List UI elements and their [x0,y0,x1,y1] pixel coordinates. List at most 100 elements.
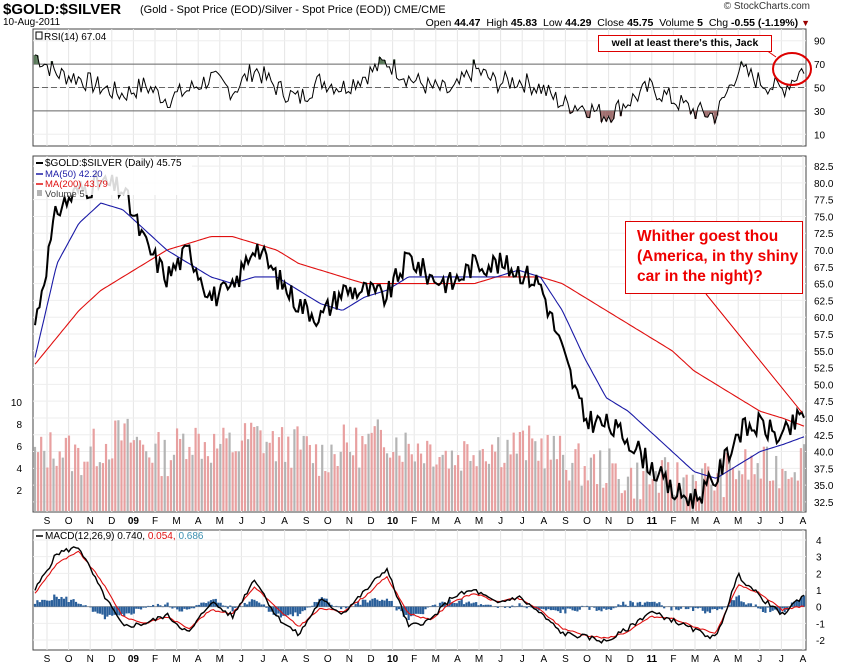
volume-bar [762,446,765,511]
price-x-tick-label: D [108,516,115,527]
volume-bar [111,458,114,511]
volume-bar [234,451,237,511]
volume-bar [129,442,132,511]
macd-legend: MACD(12,26,9) 0.740, 0.054, 0.686 [45,531,204,542]
macd-x-tick-label: D [367,654,374,665]
volume-bar [568,480,571,511]
volume-bar [741,474,744,511]
price-x-tick-label: F [411,516,417,527]
price-y-tick: 32.5 [814,498,834,509]
volume-bar [74,444,77,511]
volume-bar [145,451,148,511]
volume-bar [228,432,231,511]
volume-legend-swatch [37,190,42,196]
price-x-tick-label: M [172,516,180,527]
price-legend: $GOLD:$SILVER (Daily) 45.75 [45,158,182,169]
macd-x-tick-label: D [108,654,115,665]
volume-bar [330,444,333,511]
volume-bar [299,449,302,511]
open-label: Open [425,17,452,29]
volume-bar [639,499,642,511]
volume-bar [385,453,389,511]
volume-bar [182,433,185,511]
volume-bar [175,428,179,511]
ma200-line [34,236,805,427]
macd-x-tick-label: M [734,654,742,665]
volume-bar [629,467,633,511]
volume-bar [707,466,710,511]
volume-bar [77,447,80,511]
histogram-legend-value: 0.686 [178,531,203,542]
macd-y-tick: 3 [816,553,822,564]
macd-x-tick-label: N [87,654,94,665]
ma200-legend: MA(200) 43.79 [45,179,108,190]
price-x-tick-label: O [583,516,591,527]
price-x-tick-label: J [239,516,244,527]
volume-bar [500,467,503,511]
price-y-tick: 37.5 [814,464,834,475]
volume-bar [617,479,620,511]
volume-bar [710,484,713,511]
macd-x-tick-label: 11 [647,654,658,665]
volume-bar [120,440,123,511]
volume-bar [663,457,667,511]
volume-bar [651,478,654,511]
macd-y-tick: 1 [816,586,822,597]
volume-bar [700,468,704,511]
volume-bar [728,458,731,511]
volume-bar [679,488,682,511]
price-y-tick: 52.5 [814,364,834,375]
volume-bar [509,454,512,511]
volume-bar [419,453,423,511]
price-x-tick-label: 11 [647,516,658,527]
rsi-y-tick: 30 [814,107,826,118]
macd-line [34,546,805,644]
low-label: Low [542,17,563,29]
volume-bar [194,427,197,511]
macd-x-tick-label: N [346,654,353,665]
volume-bar [398,455,401,511]
volume-bar [290,467,293,511]
volume-bar [240,440,244,511]
volume-bar [154,443,157,511]
price-x-tick-label: 09 [128,516,140,527]
volume-bar [231,452,234,511]
volume-bar [352,455,355,511]
volume-bar [151,462,154,511]
price-annotation-line1: Whither goest thou [637,228,779,245]
price-x-tick-label: 10 [387,516,399,527]
volume-bar [58,451,61,511]
volume-bar [80,475,83,511]
macd-x-tick-label: O [583,654,591,665]
volume-y-tick: 10 [11,398,23,409]
price-y-tick: 72.5 [814,229,834,240]
volume-bar [132,440,135,511]
macd-x-tick-label: J [498,654,503,665]
macd-x-tick-label: A [195,654,202,665]
low-value: 44.29 [565,17,592,29]
volume-bar [200,458,203,511]
volume-bar [734,479,738,511]
price-annotation-line3: car in the night)? [637,268,763,285]
price-panel: 32.5 35.0 37.5 40.0 42.5 45.0 47.5 50.0 52.5 55.0… [11,155,834,527]
macd-x-tick-label: A [454,654,461,665]
volume-bar [423,463,426,511]
volume-bar [756,463,759,511]
volume-bar [43,450,46,511]
macd-x-tick-label: F [152,654,158,665]
volume-bar [524,460,528,511]
close-value: 45.75 [627,17,654,29]
price-y-tick: 70.0 [814,246,834,257]
volume-bar [138,440,142,511]
rsi-highlight-circle [772,52,812,86]
volume-bar [490,444,494,511]
volume-bar [583,466,586,511]
volume-y-tick: 8 [16,420,22,431]
volume-bar [410,454,413,511]
volume-bar [333,454,336,511]
volume-bar [503,462,506,511]
volume-bar [595,484,599,511]
macd-x-tick-label: S [44,654,51,665]
volume-bar [46,467,49,511]
